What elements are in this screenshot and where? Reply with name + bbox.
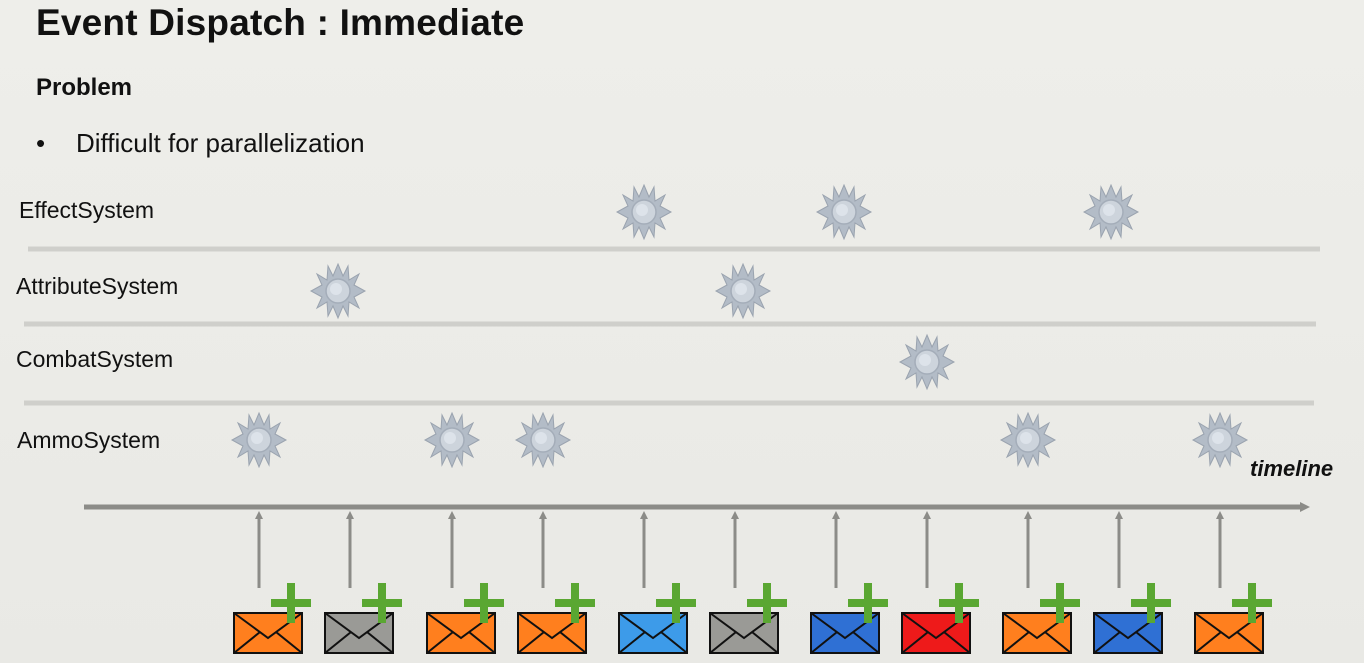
plus-icon (848, 583, 888, 623)
plus-icon (1131, 583, 1171, 623)
event-envelopes (233, 583, 1272, 654)
page-title: Event Dispatch : Immediate (36, 2, 525, 43)
plus-icon (1232, 583, 1272, 623)
system-label-effect: EffectSystem (19, 197, 155, 223)
system-label-ammo: AmmoSystem (17, 427, 161, 453)
event-envelope-icon (810, 612, 880, 654)
plus-icon (555, 583, 595, 623)
handler-sun-icon (899, 334, 955, 390)
handler-sun-icon (816, 184, 872, 240)
system-label-combat: CombatSystem (16, 346, 174, 372)
event-envelope-icon (618, 612, 688, 654)
bullet-text: Difficult for parallelization (76, 128, 365, 158)
plus-icon (1040, 583, 1080, 623)
plus-icon (656, 583, 696, 623)
plus-icon (464, 583, 504, 623)
plus-icon (271, 583, 311, 623)
handler-sun-icon (424, 412, 480, 468)
section-heading: Problem (36, 74, 133, 101)
plus-icon (362, 583, 402, 623)
lane-dividers (24, 246, 1320, 406)
handler-sun-icon (1192, 412, 1248, 468)
system-label-attribute: AttributeSystem (16, 273, 179, 299)
handler-sun-icon (231, 412, 287, 468)
handler-sun-icon (515, 412, 571, 468)
handler-sun-icon (1083, 184, 1139, 240)
plus-icon (939, 583, 979, 623)
handler-sun-icon (715, 263, 771, 319)
handler-sun-icon (310, 263, 366, 319)
bullet-item: • Difficult for parallelization (36, 128, 365, 159)
plus-icon (747, 583, 787, 623)
bullet-icon: • (36, 128, 46, 158)
handler-sun-icon (1000, 412, 1056, 468)
event-arrows (255, 511, 1224, 588)
handler-sun-icon (616, 184, 672, 240)
timeline-label: timeline (1250, 456, 1334, 481)
